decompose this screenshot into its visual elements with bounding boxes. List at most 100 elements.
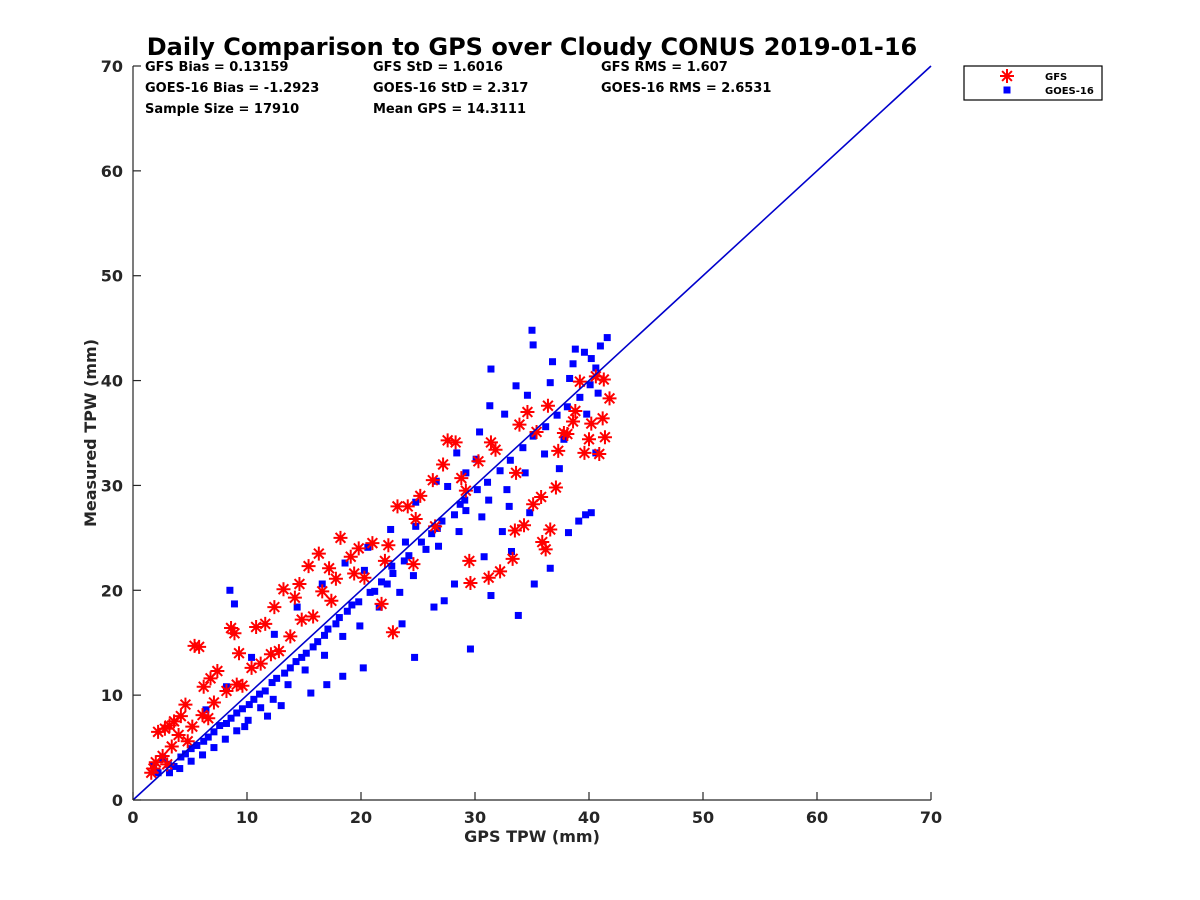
goes16-point xyxy=(250,695,258,703)
goes16-point xyxy=(210,744,218,752)
goes16-point xyxy=(546,379,554,387)
goes16-point xyxy=(428,530,436,538)
stat-text: GFS RMS = 1.607 xyxy=(601,60,728,75)
goes16-point xyxy=(529,341,537,349)
goes16-point xyxy=(248,653,256,661)
gfs-point xyxy=(232,646,247,661)
gfs-point xyxy=(201,711,216,726)
goes16-point xyxy=(318,580,326,588)
gfs-point xyxy=(196,679,211,694)
x-axis-label: GPS TPW (mm) xyxy=(464,827,600,846)
gfs-point xyxy=(271,644,286,659)
goes16-point xyxy=(480,553,488,561)
legend-marker-gfs xyxy=(1000,69,1014,83)
gfs-point xyxy=(596,372,611,387)
gfs-point xyxy=(493,564,508,579)
gfs-point xyxy=(343,549,358,564)
goes16-point xyxy=(466,645,474,653)
goes16-point xyxy=(487,365,495,373)
gfs-point xyxy=(509,465,524,480)
gfs-point xyxy=(224,621,239,636)
gfs-point xyxy=(180,734,195,749)
goes16-point xyxy=(514,611,522,619)
goes16-point xyxy=(432,477,440,485)
x-tick-label: 30 xyxy=(464,808,486,827)
y-tick-label: 70 xyxy=(101,57,123,76)
goes16-point xyxy=(298,653,306,661)
gfs-point xyxy=(365,536,380,551)
gfs-point xyxy=(572,374,587,389)
gfs-point xyxy=(560,427,575,442)
goes16-point xyxy=(435,542,443,550)
stat-text: GFS StD = 1.6016 xyxy=(373,60,503,75)
goes16-point xyxy=(462,507,470,515)
gfs-point xyxy=(283,629,298,644)
gfs-point xyxy=(173,709,188,724)
goes16-point xyxy=(388,562,396,570)
goes16-point xyxy=(594,389,602,397)
gfs-point xyxy=(324,593,339,608)
x-tick-label: 40 xyxy=(578,808,600,827)
gfs-point xyxy=(540,398,555,413)
gfs-point xyxy=(229,677,244,692)
gfs-point xyxy=(390,499,405,514)
gfs-point xyxy=(276,582,291,597)
y-tick-label: 50 xyxy=(101,267,123,286)
goes16-point xyxy=(359,664,367,672)
goes16-point xyxy=(264,712,272,720)
goes16-point xyxy=(580,348,588,356)
gfs-point xyxy=(203,671,218,686)
one-to-one-line xyxy=(132,65,932,801)
gfs-point xyxy=(425,473,440,488)
legend-label: GFS xyxy=(1045,72,1067,83)
gfs-point xyxy=(463,575,478,590)
statistics-block: GFS Bias = 0.13159 GFS StD = 1.6016 GFS RM… xyxy=(145,60,771,117)
stat-text: Sample Size = 17910 xyxy=(145,102,299,117)
stat-text: GOES-16 RMS = 2.6531 xyxy=(601,81,771,96)
goes16-point xyxy=(307,689,315,697)
goes16-point xyxy=(444,482,452,490)
x-tick-label: 70 xyxy=(920,808,942,827)
gfs-point xyxy=(406,557,421,572)
goes16-point xyxy=(187,745,195,753)
gfs-point xyxy=(267,600,282,615)
goes16-point xyxy=(409,572,417,580)
goes16-point xyxy=(273,674,281,682)
goes16-point xyxy=(440,597,448,605)
goes16-point xyxy=(324,625,332,633)
series-gfs xyxy=(144,369,617,780)
goes16-point xyxy=(564,529,572,537)
goes16-point xyxy=(355,598,363,606)
goes16-point xyxy=(293,603,301,611)
gfs-point xyxy=(385,625,400,640)
gfs-point xyxy=(483,435,498,450)
gfs-point xyxy=(588,369,603,384)
gfs-point xyxy=(292,576,307,591)
gfs-point xyxy=(249,619,264,634)
goes16-point xyxy=(371,587,379,595)
legend: GFS GOES-16 xyxy=(963,65,1103,101)
goes16-point xyxy=(398,620,406,628)
goes16-point xyxy=(501,410,509,418)
goes16-point xyxy=(268,679,276,687)
goes16-point xyxy=(165,769,173,777)
goes16-point xyxy=(366,588,374,596)
stat-text: Mean GPS = 14.3111 xyxy=(373,102,526,117)
goes16-point xyxy=(512,382,520,390)
goes16-point xyxy=(284,681,292,689)
goes16-point xyxy=(378,578,386,586)
gfs-point xyxy=(428,519,443,534)
stat-text: GOES-16 Bias = -1.2923 xyxy=(145,81,319,96)
goes16-point xyxy=(450,580,458,588)
gfs-point xyxy=(534,489,549,504)
gfs-point xyxy=(505,551,520,566)
gfs-point xyxy=(507,523,522,538)
gfs-point xyxy=(306,609,321,624)
goes16-point xyxy=(546,564,554,572)
goes16-point xyxy=(487,592,495,600)
gfs-point xyxy=(322,561,337,576)
goes16-point xyxy=(582,511,590,519)
gfs-point xyxy=(535,535,550,550)
goes16-point xyxy=(450,511,458,519)
